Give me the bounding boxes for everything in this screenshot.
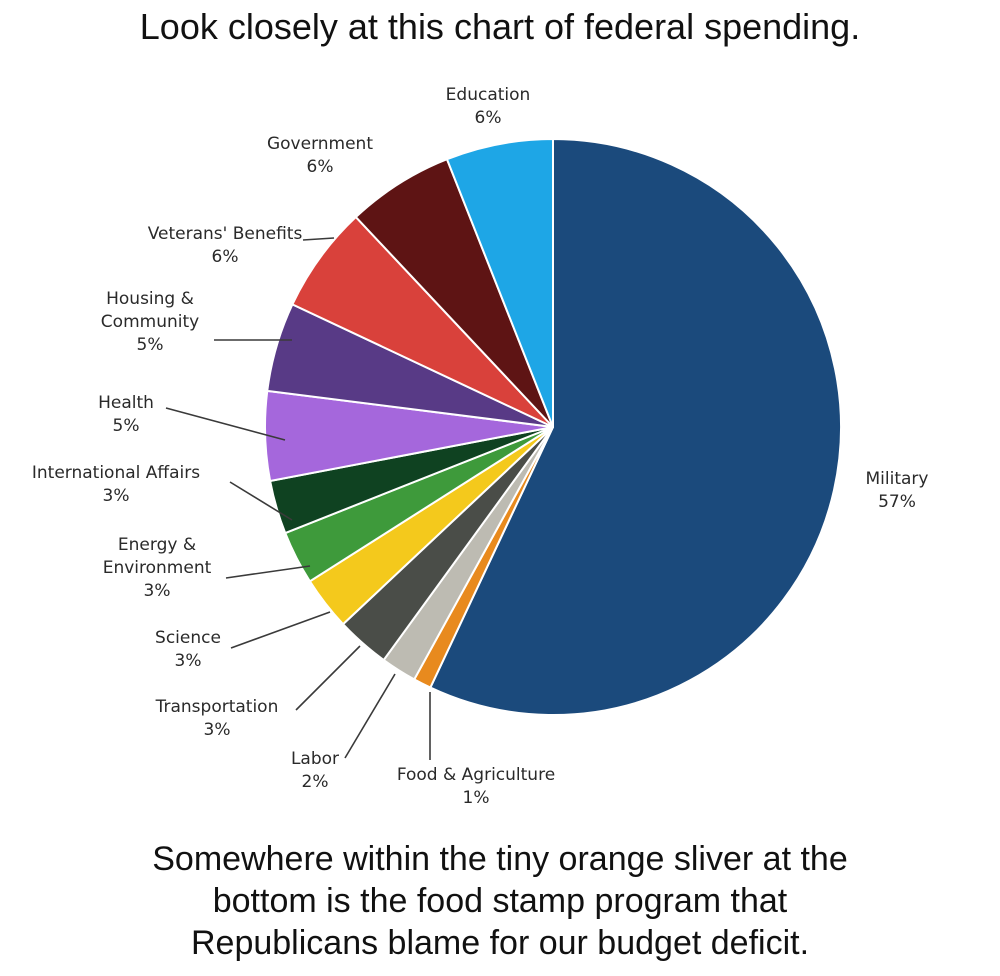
slice-label-value: 3% <box>204 720 231 740</box>
slice-label: Science 3% <box>155 628 221 671</box>
slice-label: Health 5% <box>98 393 154 436</box>
slice-label-name: Labor <box>291 749 339 769</box>
slice-label: Government 6% <box>267 134 373 177</box>
pie-slice-education <box>445 137 554 428</box>
pie-slice-military <box>429 137 843 716</box>
leader-line <box>295 645 361 711</box>
leader-line <box>230 611 331 649</box>
slice-label: Labor 2% <box>291 749 339 792</box>
slice-label: Energy & Environment 3% <box>103 535 212 601</box>
caption-line-3: Republicans blame for our budget deficit… <box>190 924 810 962</box>
leader-line <box>344 673 396 759</box>
slice-label-value: 6% <box>307 157 334 177</box>
slice-label-name: Government <box>267 134 373 154</box>
slice-label-name: Education <box>446 85 531 105</box>
pie-chart: Military 57% Food & Agriculture 1% Labor 2% Tr… <box>32 85 929 808</box>
leader-line <box>229 481 293 521</box>
slice-label-name: Transportation <box>155 697 279 717</box>
caption: Somewhere within the tiny orange sliver … <box>0 838 1000 964</box>
slice-label-value: 2% <box>302 772 329 792</box>
leader-line <box>302 237 335 241</box>
caption-line-2: bottom is the food stamp program that <box>212 882 788 920</box>
slice-label: Veterans' Benefits 6% <box>148 224 303 267</box>
leader-line <box>165 407 286 441</box>
slice-labels: Military 57% Food & Agriculture 1% Labor 2% Tr… <box>32 85 929 808</box>
slice-label: Food & Agriculture 1% <box>397 765 555 808</box>
slice-label-name: Military <box>866 469 929 489</box>
slice-label-value: 3% <box>175 651 202 671</box>
slice-label: International Affairs 3% <box>32 463 200 506</box>
pie-slices <box>264 137 843 716</box>
slice-label: Housing & Community 5% <box>101 289 199 355</box>
slice-label-name: Veterans' Benefits <box>148 224 303 244</box>
slice-label-name: Community <box>101 312 199 332</box>
slice-label: Transportation 3% <box>155 697 279 740</box>
leader-lines <box>165 237 431 760</box>
slice-label-value: 6% <box>475 108 502 128</box>
slice-label-name: Health <box>98 393 154 413</box>
slice-label: Military 57% <box>866 469 929 512</box>
slice-label-name: Energy & <box>118 535 196 555</box>
slice-label-value: 57% <box>878 492 916 512</box>
slice-label-value: 3% <box>103 486 130 506</box>
leader-line <box>225 565 311 579</box>
slice-label: Education 6% <box>446 85 531 128</box>
slice-label-name: Food & Agriculture <box>397 765 555 785</box>
caption-line-1: Somewhere within the tiny orange sliver … <box>152 840 848 878</box>
slice-label-name: International Affairs <box>32 463 200 483</box>
slice-label-value: 1% <box>463 788 490 808</box>
headline: Look closely at this chart of federal sp… <box>139 6 861 47</box>
slice-label-name: Housing & <box>106 289 194 309</box>
slice-label-value: 5% <box>113 416 140 436</box>
slice-label-name: Science <box>155 628 221 648</box>
slice-label-name: Environment <box>103 558 212 578</box>
slice-label-value: 6% <box>212 247 239 267</box>
slice-label-value: 3% <box>144 581 171 601</box>
slice-label-value: 5% <box>137 335 164 355</box>
